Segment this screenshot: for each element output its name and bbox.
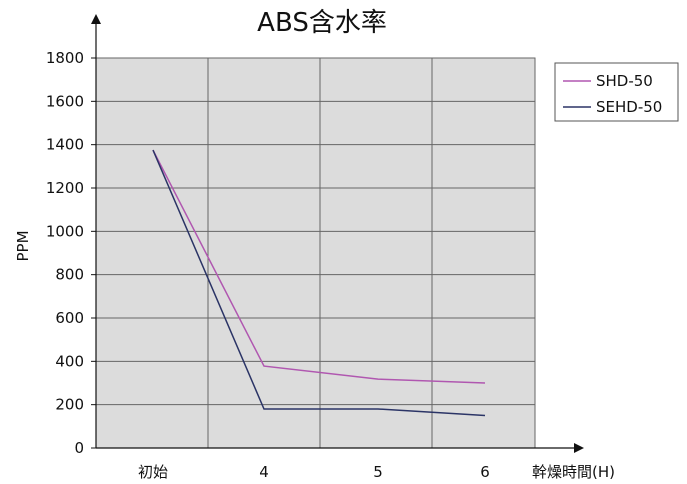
legend-label: SEHD-50 (596, 98, 662, 116)
y-tick-label: 1600 (46, 92, 84, 110)
y-tick-label: 400 (55, 352, 84, 370)
y-axis-arrow-icon (91, 14, 101, 24)
y-axis-title: PPM (14, 230, 32, 261)
y-axis (91, 14, 101, 448)
y-tick-label: 1000 (46, 222, 84, 240)
y-tick-label: 800 (55, 266, 84, 284)
y-tick-label: 200 (55, 396, 84, 414)
y-tick-labels: 0 200 400 600 800 1000 1200 1400 1600 1800 (46, 49, 96, 457)
x-tick-label: 6 (480, 463, 490, 481)
x-tick-label: 4 (259, 463, 269, 481)
y-tick-label: 1400 (46, 136, 84, 154)
plot-area (95, 57, 536, 449)
legend: SHD-50 SEHD-50 (554, 62, 679, 122)
x-axis-title: 幹燥時間(H) (532, 463, 615, 481)
series-lines (152, 149, 486, 417)
x-tick-label: 5 (373, 463, 383, 481)
x-axis (96, 443, 584, 453)
y-tick-label: 1200 (46, 179, 84, 197)
y-tick-label: 600 (55, 309, 84, 327)
legend-box (554, 62, 679, 122)
series-line-0 (152, 149, 486, 384)
series-line-1 (152, 149, 486, 417)
chart-title: ABS含水率 (257, 8, 387, 38)
x-axis-arrow-icon (574, 443, 584, 453)
legend-label: SHD-50 (596, 72, 653, 90)
x-tick-label: 初始 (138, 463, 168, 481)
y-tick-label: 1800 (46, 49, 84, 67)
y-tick-label: 0 (74, 439, 84, 457)
x-tick-labels: 初始 4 5 6 (138, 463, 490, 481)
